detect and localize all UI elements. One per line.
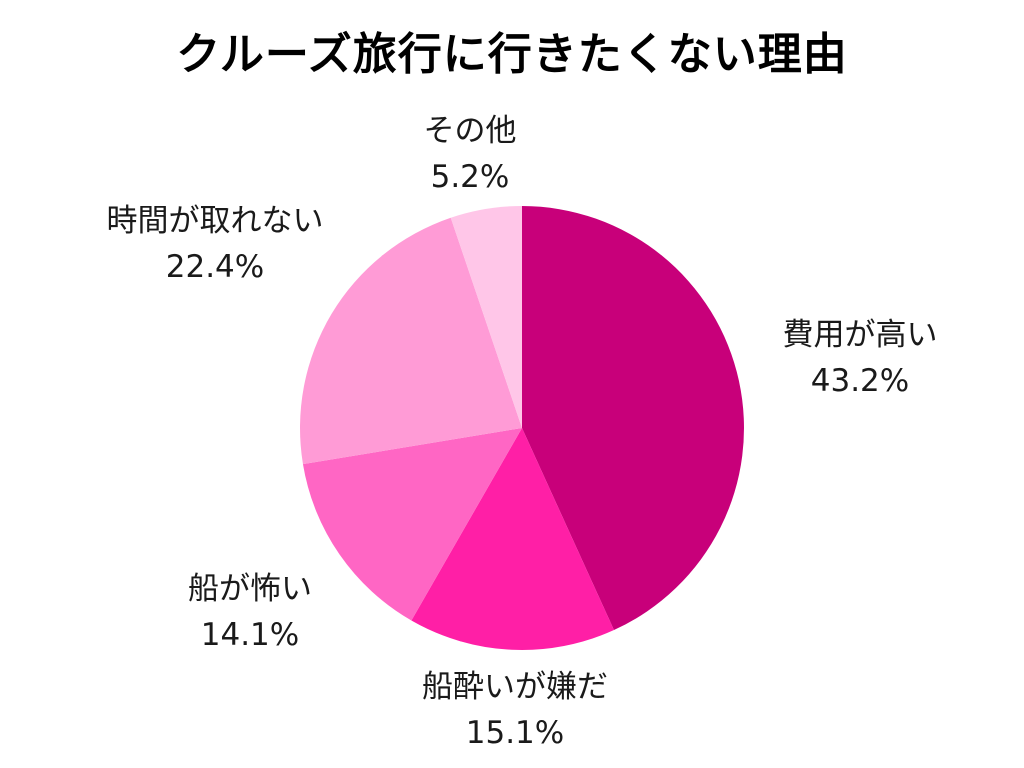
slice-seasick	[411, 428, 614, 650]
slice-time	[300, 217, 522, 465]
label-other: その他 5.2%	[370, 108, 570, 200]
label-time: 時間が取れない 22.4%	[55, 198, 375, 290]
label-other-value: 5.2%	[430, 159, 510, 195]
label-time-name: 時間が取れない	[106, 203, 324, 239]
label-cost-name: 費用が高い	[782, 317, 938, 353]
slice-fear	[302, 428, 522, 621]
label-fear: 船が怖い 14.1%	[150, 566, 350, 658]
label-cost-value: 43.2%	[810, 363, 910, 399]
label-time-value: 22.4%	[165, 249, 265, 285]
label-fear-name: 船が怖い	[188, 571, 312, 607]
chart-title: クルーズ旅行に行きたくない理由	[176, 29, 848, 80]
label-cost: 費用が高い 43.2%	[740, 312, 980, 404]
slice-other	[450, 206, 522, 428]
label-fear-value: 14.1%	[200, 617, 300, 653]
slice-cost	[522, 206, 744, 631]
label-other-name: その他	[423, 113, 517, 149]
label-seasick-value: 15.1%	[465, 715, 565, 751]
label-seasick-name: 船酔いが嫌だ	[422, 669, 608, 705]
label-seasick: 船酔いが嫌だ 15.1%	[370, 664, 660, 756]
